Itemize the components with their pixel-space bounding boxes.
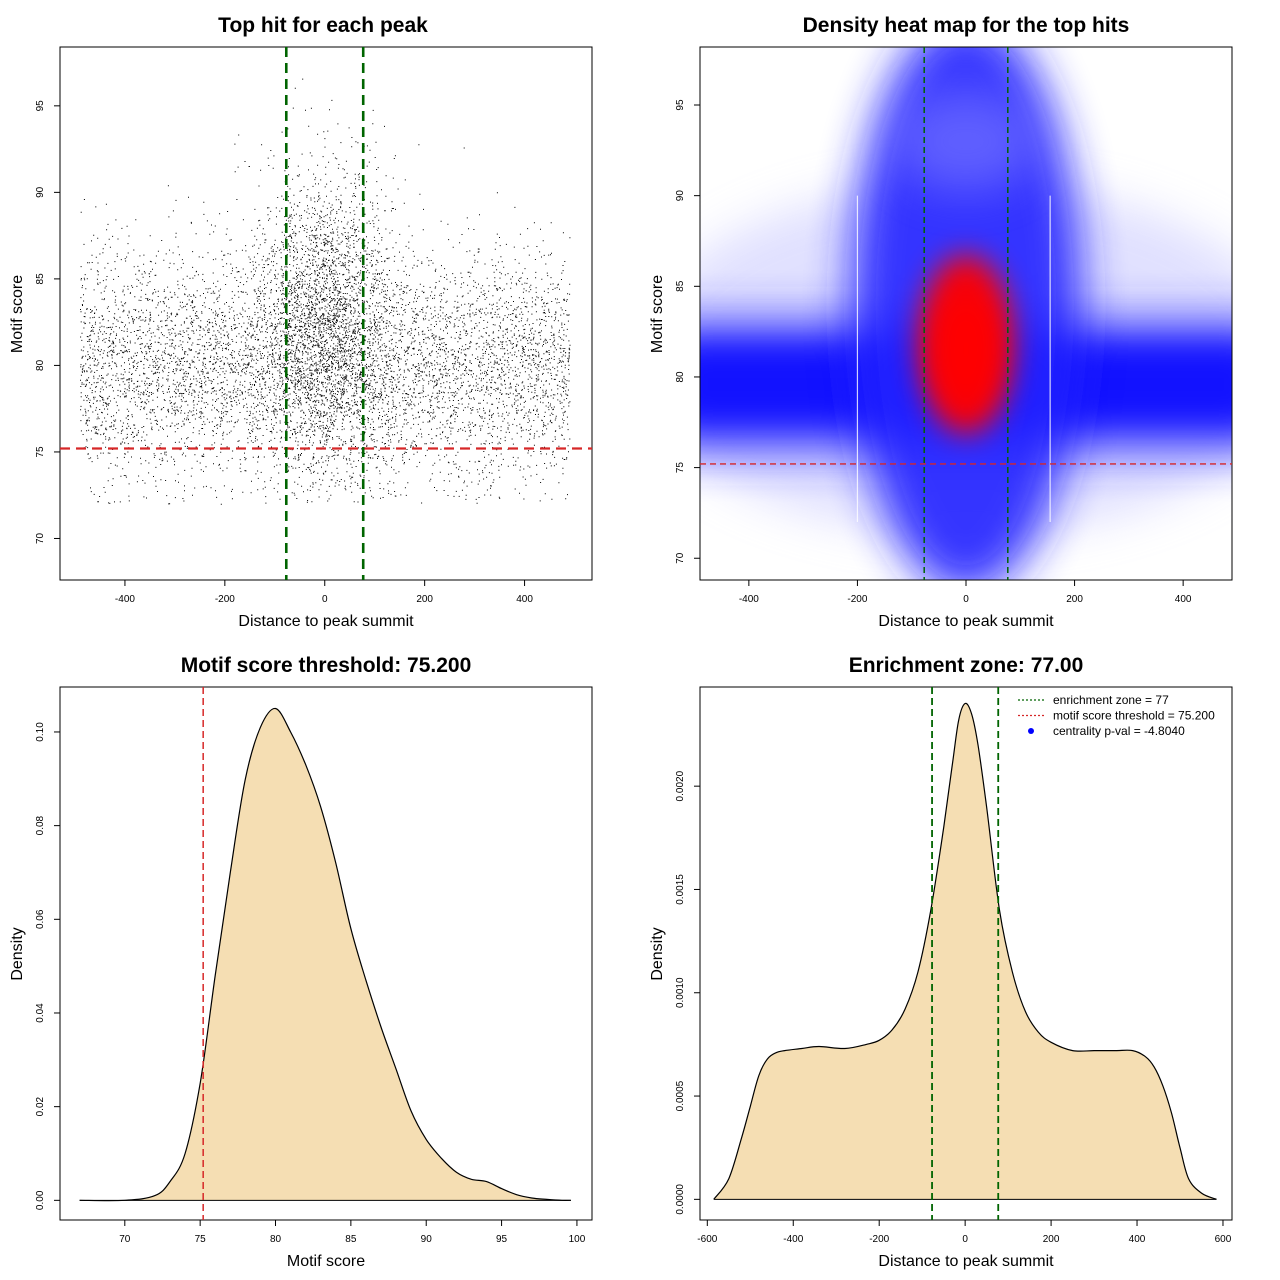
distance-ytick-label: 0.0010 [675,977,686,1008]
score-ytick-label: 0.00 [35,1190,46,1210]
score-ytick-label: 0.10 [35,722,46,742]
scatter-plot-frame [59,46,593,581]
scatter-ytick-label: 75 [35,446,46,458]
score-ytick-label: 0.08 [35,815,46,835]
heatmap-xtick-label: -200 [847,594,867,605]
scatter-title: Top hit for each peak [218,14,428,37]
score-density-line [79,707,571,1202]
scatter-xtick-label: 0 [322,594,328,605]
distance-legend-label: motif score threshold = 75.200 [1053,709,1215,723]
score-xtick-label: 90 [421,1234,433,1245]
heatmap-xtick-label: -400 [739,594,759,605]
score-density-fill [79,708,571,1201]
scatter-ytick-label: 85 [35,273,46,285]
heatmap-panel: Density heat map for the top hits Distan… [649,14,1233,630]
score-ytick-label: 0.04 [35,1003,46,1023]
heatmap-xtick-label: 0 [963,594,969,605]
heatmap-xtick-label: 200 [1066,594,1083,605]
heatmap-central-top [896,91,1036,192]
scatter-ytick-label: 90 [35,186,46,198]
heatmap-xtick-label: 400 [1175,594,1192,605]
distance-xtick-label: 200 [1043,1234,1060,1245]
scatter-xtick-label: -200 [215,594,235,605]
score-density-panel: Motif score threshold: 75.200 Motif scor… [9,654,593,1270]
scatter-xtick-label: 200 [416,594,433,605]
distance-ytick-label: 0.0005 [675,1080,686,1111]
score-xtick-label: 80 [270,1234,282,1245]
heatmap-ytick-label: 75 [675,462,686,474]
score-xtick-label: 100 [569,1234,586,1245]
score-plot-frame [59,686,593,1221]
heatmap-title: Density heat map for the top hits [803,14,1130,37]
distance-ytick-label: 0.0000 [675,1184,686,1215]
distance-density-fill [713,703,1217,1200]
distance-density-title: Enrichment zone: 77.00 [849,654,1084,677]
distance-ytick-label: 0.0020 [675,770,686,801]
distance-xtick-label: -200 [869,1234,889,1245]
scatter-xtick-label: -400 [115,594,135,605]
score-density-ylabel: Density [9,927,26,980]
scatter-points [80,78,571,505]
scatter-ytick-label: 95 [35,100,46,112]
distance-density-panel: Enrichment zone: 77.00 Distance to peak … [649,654,1233,1270]
score-density-xlabel: Motif score [287,1253,365,1270]
distance-plot-frame [699,686,1233,1221]
distance-density-ylabel: Density [649,927,666,980]
scatter-xtick-label: 400 [516,594,533,605]
score-density-title: Motif score threshold: 75.200 [181,654,472,677]
heatmap-xlabel: Distance to peak summit [878,613,1054,630]
distance-density-line [713,702,1217,1200]
heatmap-ytick-label: 90 [675,190,686,202]
distance-xtick-label: 600 [1215,1234,1232,1245]
distance-xtick-label: 0 [962,1234,968,1245]
distance-xtick-label: 400 [1129,1234,1146,1245]
scatter-panel: Top hit for each peak Distance to peak s… [9,14,593,630]
distance-xtick-label: -400 [783,1234,803,1245]
scatter-ytick-label: 70 [35,532,46,544]
distance-density-xlabel: Distance to peak summit [878,1253,1054,1270]
heatmap-ytick-label: 70 [675,552,686,564]
distance-ytick-label: 0.0015 [675,874,686,905]
heatmap-ytick-label: 95 [675,99,686,111]
score-ytick-label: 0.06 [35,909,46,929]
score-ytick-label: 0.02 [35,1096,46,1116]
distance-xtick-label: -600 [697,1234,717,1245]
heatmap-ytick-label: 80 [675,371,686,383]
score-xtick-label: 75 [195,1234,207,1245]
scatter-xlabel: Distance to peak summit [238,613,414,630]
heatmap-ytick-label: 85 [675,280,686,292]
distance-legend: enrichment zone = 77 motif score threshol… [1018,693,1215,738]
distance-legend-marker [1028,728,1034,734]
heatmap-density [700,47,1232,580]
distance-legend-label: enrichment zone = 77 [1053,693,1169,707]
score-xtick-label: 70 [119,1234,131,1245]
score-xtick-label: 85 [345,1234,357,1245]
heatmap-red-center [938,294,994,405]
scatter-ylabel: Motif score [9,275,26,353]
distance-legend-label: centrality p-val = -4.8040 [1053,724,1185,738]
score-xtick-label: 95 [496,1234,508,1245]
scatter-ytick-label: 80 [35,359,46,371]
heatmap-ylabel: Motif score [649,275,666,353]
scatter-point-cloud [80,78,571,505]
